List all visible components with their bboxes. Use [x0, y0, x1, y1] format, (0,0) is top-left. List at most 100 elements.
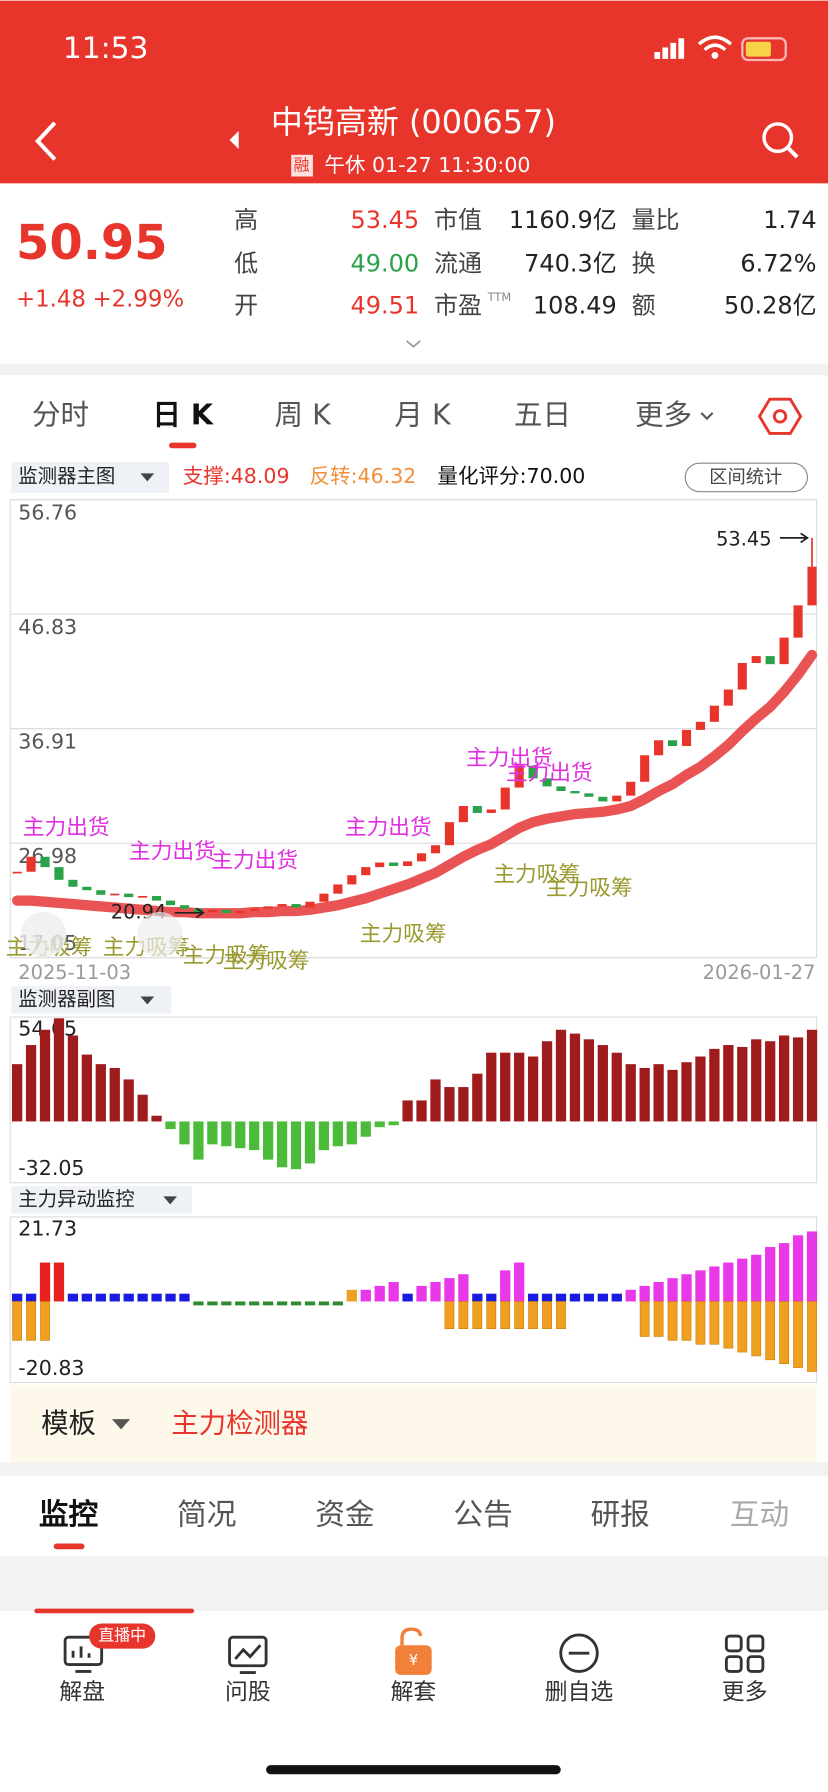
candle: [403, 861, 413, 866]
indicator-bar: [695, 1056, 706, 1122]
stat-label: 额: [632, 292, 656, 320]
indicator[interactable]: 监测器主图: [18, 464, 115, 487]
flow-bar: [500, 1270, 511, 1302]
settings: [772, 409, 788, 424]
template-bg: [10, 1384, 817, 1463]
settings[interactable]: [757, 397, 803, 435]
low-arrow: [174, 907, 205, 919]
detail-tab[interactable]: 公告: [453, 1498, 512, 1533]
indicator-bar: [541, 1041, 553, 1122]
indicator-bg: [11, 1186, 192, 1214]
detail-tab[interactable]: 简况: [177, 1498, 236, 1533]
detail-tab[interactable]: 监控: [39, 1498, 99, 1533]
indicator-bar: [346, 1121, 357, 1145]
candle: [430, 845, 441, 854]
indicator-bar: [249, 1121, 260, 1151]
stat-value: 49.51: [351, 292, 420, 320]
stat-label: 开: [234, 292, 258, 320]
expand[interactable]: [406, 340, 421, 348]
separator: [0, 363, 828, 376]
dock-item[interactable]: 解盘: [59, 1680, 105, 1706]
indicator-bar: [179, 1121, 190, 1145]
flow-bar: [472, 1293, 483, 1302]
flow-bar: [444, 1278, 455, 1302]
period-tab[interactable]: 周 K: [274, 397, 332, 431]
candle: [667, 740, 678, 747]
indicator-bar: [667, 1069, 678, 1122]
flow-bar: [653, 1301, 664, 1337]
detail-tab[interactable]: 资金: [315, 1498, 374, 1533]
stat-label: 市盈: [434, 292, 482, 320]
battery: [741, 37, 787, 62]
y-tick-label: 36.91: [18, 729, 77, 753]
period-tab[interactable]: 分时: [32, 397, 89, 431]
indicator[interactable]: 监测器副图: [18, 987, 115, 1010]
wifi-icon: [711, 52, 719, 59]
indicator-bar: [95, 1064, 106, 1122]
flow-bar: [555, 1293, 567, 1302]
indicator-bar: [681, 1062, 692, 1122]
stat-value: 6.72%: [740, 249, 816, 277]
flow-bar: [193, 1301, 204, 1306]
flow-bar: [486, 1293, 497, 1302]
candle: [165, 900, 176, 906]
flow-bar: [527, 1293, 539, 1302]
stat-value: 108.49: [533, 292, 617, 320]
indicator-bar: [430, 1079, 441, 1122]
prev-stock[interactable]: [229, 130, 239, 150]
indicator-bar: [207, 1121, 218, 1145]
range-button[interactable]: [684, 462, 809, 493]
flow-bar: [137, 1293, 148, 1302]
candle: [640, 755, 650, 782]
dock-item[interactable]: 问股: [225, 1680, 271, 1706]
more-arrow: [700, 412, 714, 421]
collapse-button[interactable]: [20, 911, 67, 958]
sell-signal: 主力出货: [129, 840, 216, 865]
period-tab[interactable]: 更多: [635, 397, 692, 431]
candle: [514, 765, 524, 788]
indicator-bar: [11, 1064, 23, 1122]
indicator[interactable]: 主力异动监控: [18, 1187, 134, 1210]
header-bg: [0, 0, 828, 184]
candle: [361, 867, 371, 876]
back-button[interactable]: [34, 121, 57, 161]
indicator-bar: [486, 1052, 497, 1122]
dock-item[interactable]: 删自选: [545, 1680, 614, 1706]
dock-item[interactable]: 更多: [722, 1680, 768, 1706]
live-badge-bg: [89, 1623, 156, 1649]
candle: [695, 721, 706, 730]
buy-signal: 主力吸筹: [360, 922, 447, 947]
detail-tab[interactable]: 互动: [730, 1498, 789, 1533]
candle: [626, 781, 636, 796]
flow-bar: [639, 1301, 650, 1337]
indicator-bar: [806, 1029, 818, 1122]
flow-bar: [25, 1293, 37, 1302]
sell-signal: 主力出货: [466, 746, 553, 771]
indicator-bar: [318, 1121, 330, 1151]
clock: 11:53: [63, 31, 149, 66]
indicator-bg: [11, 462, 170, 493]
template-label[interactable]: 模板: [41, 1408, 96, 1439]
flow-bar: [597, 1293, 608, 1302]
flow-bar: [500, 1301, 511, 1329]
buy-signal: 主力吸筹: [183, 944, 270, 969]
detail-tab[interactable]: 研报: [590, 1498, 649, 1533]
candle: [723, 689, 733, 706]
indicator-bar: [514, 1052, 525, 1122]
indicator-bar: [611, 1052, 622, 1122]
high-label: 53.45: [716, 528, 772, 551]
period-tab[interactable]: 日 K: [152, 397, 213, 431]
flow-bar: [528, 1301, 538, 1329]
period-tab[interactable]: 五日: [514, 397, 571, 431]
separator: [0, 1556, 828, 1611]
dock-item[interactable]: 解套: [391, 1680, 437, 1706]
indicator-bar: [123, 1079, 134, 1122]
cursor-button[interactable]: [137, 911, 183, 958]
period-tab[interactable]: 月 K: [394, 397, 452, 431]
flow-bar: [263, 1301, 274, 1306]
candle: [779, 637, 789, 665]
search-button[interactable]: [762, 122, 794, 154]
indicator-bar: [597, 1045, 608, 1122]
flow-bar: [81, 1293, 92, 1302]
dropdown: [163, 1196, 178, 1205]
